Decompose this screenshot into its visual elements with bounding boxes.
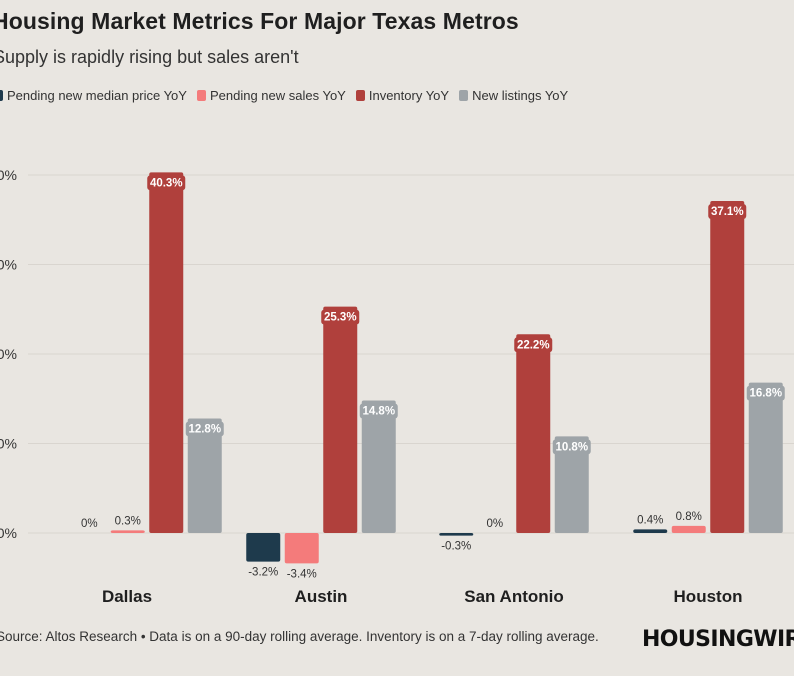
legend-label: Pending new median price YoY xyxy=(7,88,187,103)
data-label: -3.2% xyxy=(248,567,278,579)
bar xyxy=(246,533,281,562)
data-label: 12.8% xyxy=(188,423,221,435)
bar xyxy=(554,436,589,533)
y-tick-label: 20% xyxy=(0,346,17,362)
chart-legend: Pending new median price YoY Pending new … xyxy=(0,88,568,103)
data-label: 0% xyxy=(81,518,98,530)
y-tick-label: 10% xyxy=(0,436,17,452)
data-label: 14.8% xyxy=(362,406,395,418)
data-label-bg xyxy=(746,385,785,401)
legend-swatch xyxy=(196,90,206,101)
bar xyxy=(516,334,551,533)
legend-label: New listings YoY xyxy=(472,88,569,103)
data-label-bg xyxy=(185,421,224,437)
data-label: 0.4% xyxy=(637,514,663,526)
legend-item: Inventory YoY xyxy=(355,88,450,103)
data-label-bg xyxy=(552,439,591,455)
legend-label: Pending new sales YoY xyxy=(209,88,346,103)
legend-label: Inventory YoY xyxy=(368,88,450,103)
bar xyxy=(361,400,396,533)
x-tick-label: Austin xyxy=(295,587,348,606)
bar xyxy=(284,533,319,564)
data-label: 25.3% xyxy=(324,312,357,324)
legend-item: Pending new median price YoY xyxy=(0,88,187,103)
chart-subtitle: Supply is rapidly rising but sales aren'… xyxy=(0,47,299,67)
data-label: -3.4% xyxy=(287,568,317,580)
x-tick-label: Dallas xyxy=(102,587,152,606)
data-label: 0.8% xyxy=(676,511,702,523)
bar xyxy=(110,530,145,533)
legend-swatch xyxy=(355,90,365,101)
source-note: Source: Altos Research • Data is on a 90… xyxy=(0,629,599,644)
y-tick-label: 0% xyxy=(0,525,17,541)
data-label-bg xyxy=(514,337,553,353)
x-tick-label: Houston xyxy=(674,587,743,606)
data-label-bg xyxy=(708,203,747,219)
data-label-bg xyxy=(147,175,186,191)
bar xyxy=(671,525,706,533)
bar xyxy=(323,306,358,533)
data-label-bg xyxy=(321,309,360,325)
bar xyxy=(187,418,222,533)
bar xyxy=(149,172,184,533)
x-tick-label: San Antonio xyxy=(464,587,563,606)
legend-swatch xyxy=(0,90,3,101)
bar xyxy=(633,529,668,533)
bar xyxy=(710,200,745,533)
data-label: 0% xyxy=(486,518,503,530)
chart-svg: 0% 10% 20% 30% 40% 0% 0.3% 40.3% 12.8% Dallas -3.2… xyxy=(0,167,794,606)
y-tick-label: 30% xyxy=(0,257,17,273)
data-label: 16.8% xyxy=(749,388,782,400)
legend-swatch xyxy=(459,90,469,101)
bar xyxy=(439,533,474,536)
legend-item: New listings YoY xyxy=(459,88,568,103)
data-label: 37.1% xyxy=(711,206,744,218)
legend-item: Pending new sales YoY xyxy=(196,88,346,103)
data-label-bg xyxy=(359,403,398,419)
bar xyxy=(748,382,783,533)
chart-title: Housing Market Metrics For Major Texas M… xyxy=(0,8,519,34)
data-label: -0.3% xyxy=(441,541,471,553)
brand-logo: HOUSINGWIRE xyxy=(642,627,794,652)
data-label: 22.2% xyxy=(517,339,550,351)
chart-plot: 0% 10% 20% 30% 40% 0% 0.3% 40.3% 12.8% Dallas -3.2… xyxy=(0,150,794,615)
data-label: 10.8% xyxy=(555,441,588,453)
data-label: 40.3% xyxy=(150,177,183,189)
y-tick-label: 40% xyxy=(0,167,17,183)
data-label: 0.3% xyxy=(115,515,141,527)
